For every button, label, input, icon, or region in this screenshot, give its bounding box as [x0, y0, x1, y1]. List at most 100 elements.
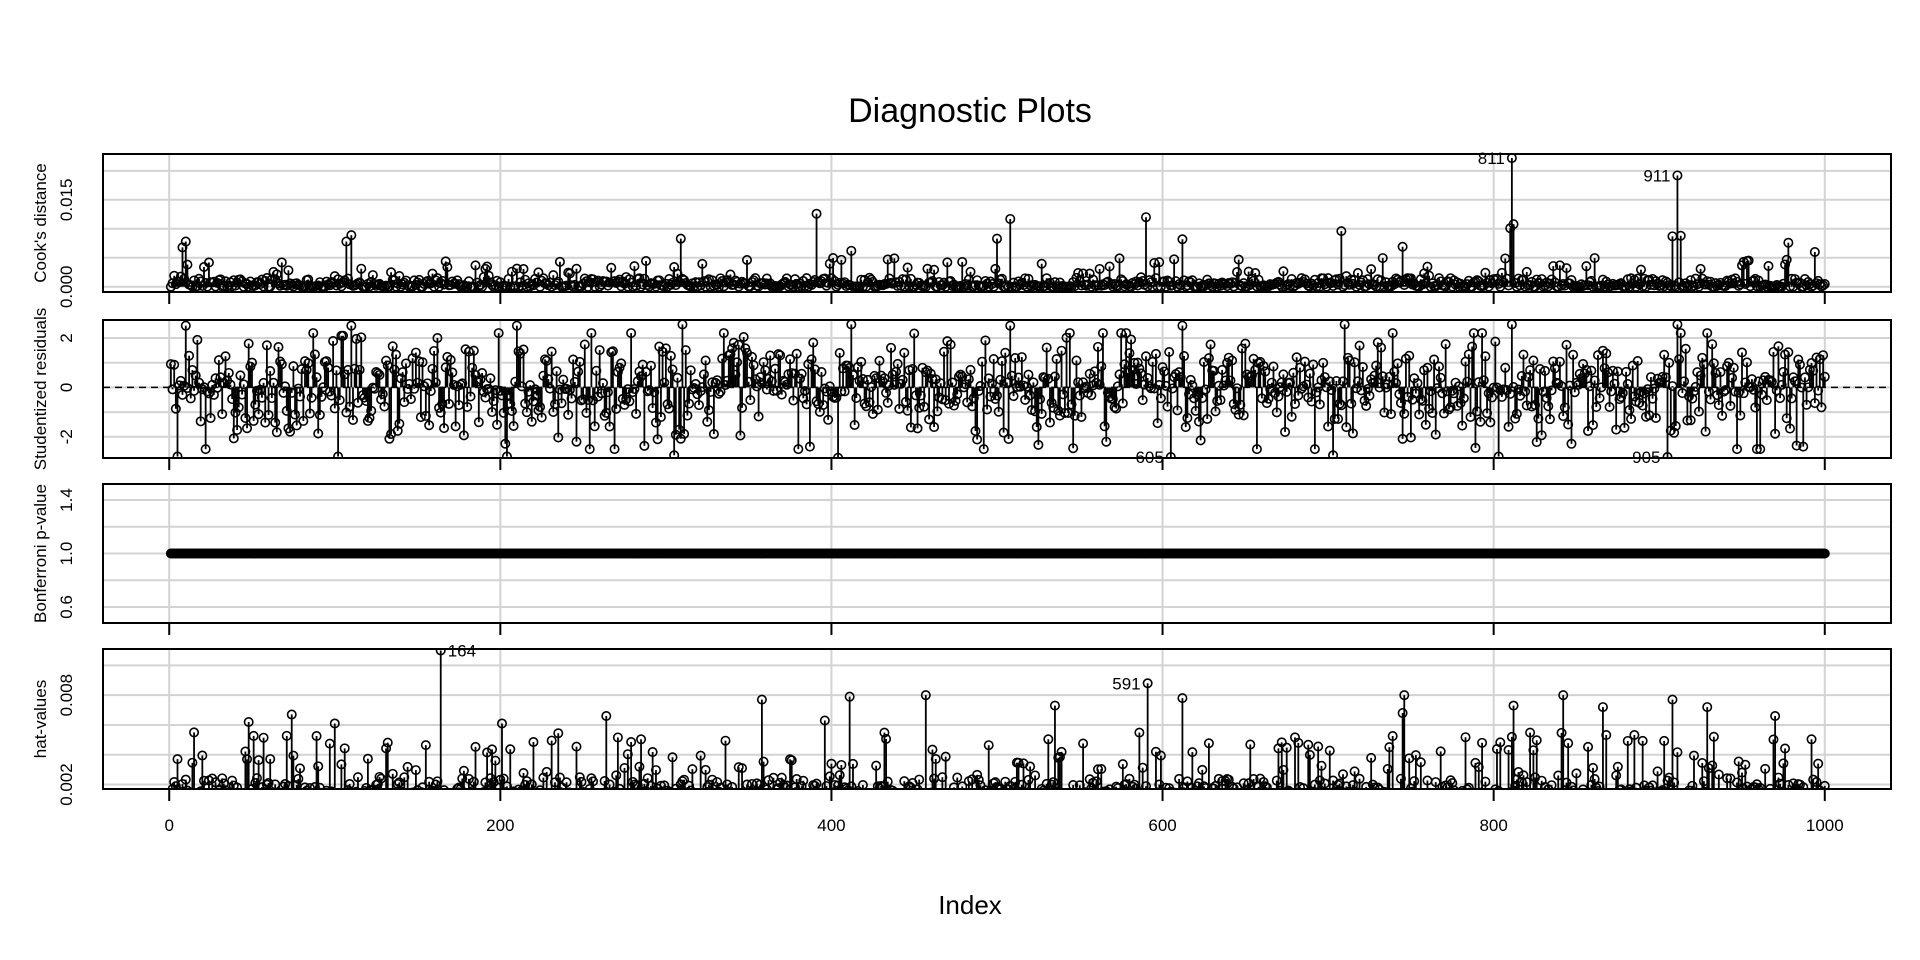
data-point: [738, 331, 749, 342]
data-point: [1735, 410, 1746, 421]
data-point: [301, 364, 312, 375]
data-point: [641, 255, 652, 266]
data-point: [693, 400, 704, 411]
data-point: [381, 355, 392, 366]
data-point: [1470, 442, 1481, 453]
data-point: [1727, 372, 1738, 383]
data-point: [965, 266, 976, 277]
data-point: [1422, 362, 1433, 373]
y-axis-label: Cook's distance: [31, 163, 50, 282]
data-point: [309, 349, 320, 360]
data-point: [905, 422, 916, 433]
data-point: [270, 417, 281, 428]
data-point: [957, 256, 968, 267]
data-point: [1478, 375, 1489, 386]
data-point: [776, 389, 787, 400]
chart-title: Diagnostic Plots: [848, 92, 1092, 130]
data-point: [485, 373, 496, 384]
data-point: [233, 402, 244, 413]
data-point: [518, 344, 529, 355]
data-point: [768, 385, 779, 396]
data-point: [511, 263, 522, 274]
data-point: [609, 444, 620, 455]
data-point: [1443, 404, 1454, 415]
data-point: [366, 405, 377, 416]
data-point: [1150, 348, 1161, 359]
data-point: [629, 261, 640, 272]
data-point: [1069, 410, 1080, 421]
data-point: [1548, 261, 1559, 272]
data-point: [369, 383, 380, 394]
data-point: [1783, 347, 1794, 358]
data-point: [794, 373, 805, 384]
data-point: [500, 438, 511, 449]
data-point: [391, 349, 402, 360]
data-point: [253, 409, 264, 420]
data-point: [247, 357, 258, 368]
data-point: [1008, 391, 1019, 402]
data-point: [1409, 373, 1420, 384]
data-point: [1430, 429, 1441, 440]
data-point: [1202, 413, 1213, 424]
data-point: [1568, 349, 1579, 360]
data-point: [1318, 357, 1329, 368]
data-point: [920, 367, 931, 378]
data-point: [1775, 393, 1786, 404]
data-point: [1023, 273, 1034, 284]
data-point: [1591, 401, 1602, 412]
panel-1: 0.000 0.015 Cook's distance 811 911: [31, 149, 1892, 308]
data-point: [465, 391, 476, 402]
data-point: [450, 421, 461, 432]
data-point: [1005, 213, 1016, 224]
point-label: 911: [1643, 166, 1670, 185]
data-point: [1485, 417, 1496, 428]
data-point: [263, 409, 274, 420]
data-points: [165, 154, 1830, 292]
data-point: [304, 408, 315, 419]
data-point: [554, 384, 565, 395]
data-point: [1179, 351, 1190, 362]
data-point: [1632, 355, 1643, 366]
data-point: [1354, 340, 1365, 351]
data-point: [564, 268, 575, 279]
data-point: [745, 395, 756, 406]
data-point: [1561, 339, 1572, 350]
data-point: [922, 365, 933, 376]
data-point: [659, 377, 670, 388]
data-point: [1361, 400, 1372, 411]
data-point: [1043, 373, 1054, 384]
data-point: [1132, 357, 1143, 368]
data-point: [732, 357, 743, 368]
panel-frame: [102, 153, 1892, 293]
data-point: [1467, 341, 1478, 352]
data-point: [374, 369, 385, 380]
data-point: [1723, 357, 1734, 368]
data-point: [242, 423, 253, 434]
data-point: [950, 395, 961, 406]
data-point: [1434, 361, 1445, 372]
data-point: [1104, 261, 1115, 272]
panel-frame: [102, 319, 1892, 459]
data-point: [1420, 419, 1431, 430]
data-point: [442, 262, 453, 273]
data-point: [1480, 351, 1491, 362]
data-point: [1182, 412, 1193, 423]
data-point: [980, 335, 991, 346]
data-point: [1548, 356, 1559, 367]
data-point: [982, 404, 993, 415]
data-point: [1397, 241, 1408, 252]
data-point: [1693, 406, 1704, 417]
data-point: [1457, 420, 1468, 431]
data-point: [1328, 450, 1339, 458]
data-point: [1341, 422, 1352, 433]
data-point: [1528, 355, 1539, 366]
data-point: [554, 256, 565, 267]
data-point: [548, 270, 559, 281]
data-point: [415, 412, 426, 423]
data-point: [1607, 365, 1618, 376]
data-point: [477, 368, 488, 379]
data-point: [1036, 408, 1047, 419]
data-point: [932, 406, 943, 417]
data-point: [660, 343, 671, 354]
